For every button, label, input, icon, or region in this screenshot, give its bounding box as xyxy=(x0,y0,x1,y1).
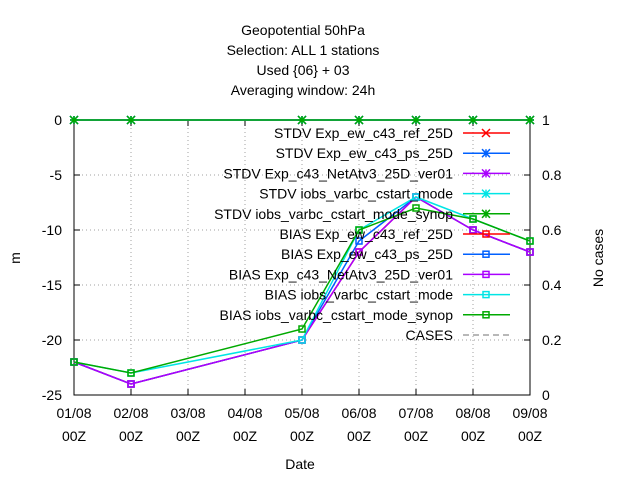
legend-label: BIAS Exp_ew_c43_ref_25D xyxy=(279,226,453,242)
data-point xyxy=(412,193,420,201)
data-point xyxy=(354,115,364,125)
data-point xyxy=(126,115,136,125)
x-tick-sublabel: 00Z xyxy=(404,428,429,444)
x-axis-label: Date xyxy=(285,456,315,472)
x-tick-sublabel: 00Z xyxy=(62,428,87,444)
y-axis-label: m xyxy=(7,252,23,264)
title-line-1: Geopotential 50hPa xyxy=(241,22,365,38)
title-line-3: Used {06} + 03 xyxy=(256,62,349,78)
data-point xyxy=(127,369,135,377)
data-point xyxy=(412,204,420,212)
data-point xyxy=(469,226,477,234)
data-point xyxy=(525,115,535,125)
legend-label: STDV Exp_ew_c43_ps_25D xyxy=(276,145,453,161)
x-tick-label: 05/08 xyxy=(284,405,319,421)
legend-swatch-marker xyxy=(482,250,490,258)
x-tick-sublabel: 00Z xyxy=(119,428,144,444)
legend-label: STDV Exp_ew_c43_ref_25D xyxy=(274,125,453,141)
x-tick-label: 06/08 xyxy=(341,405,376,421)
y2-tick-label: 0 xyxy=(542,387,550,403)
x-tick-label: 04/08 xyxy=(227,405,262,421)
title-line-2: Selection: ALL 1 stations xyxy=(227,42,380,58)
y-tick-label: -15 xyxy=(42,277,62,293)
data-point xyxy=(298,336,306,344)
series-layer xyxy=(69,115,535,388)
series-line xyxy=(73,196,531,385)
legend-label: STDV Exp_c43_NetAtv3_25D_ver01 xyxy=(223,165,453,181)
data-point xyxy=(411,115,421,125)
data-point xyxy=(526,248,534,256)
chart-title: Geopotential 50hPa Selection: ALL 1 stat… xyxy=(227,22,380,98)
data-point xyxy=(468,115,478,125)
legend-swatch-marker xyxy=(482,311,490,319)
x-tick-label: 01/08 xyxy=(56,405,91,421)
legend-label: CASES xyxy=(406,327,453,343)
title-line-4: Averaging window: 24h xyxy=(231,82,376,98)
legend-swatch-marker xyxy=(482,290,490,299)
y-tick-label: -25 xyxy=(42,387,62,403)
data-point xyxy=(70,358,78,366)
y-tick-label: -5 xyxy=(50,167,63,183)
legend-swatch-marker xyxy=(481,209,491,219)
series-9 xyxy=(70,204,534,377)
y-tick-label: -20 xyxy=(42,332,62,348)
x-tick-sublabel: 00Z xyxy=(176,428,201,444)
data-point xyxy=(127,380,135,388)
series-line xyxy=(73,207,531,374)
legend: STDV Exp_ew_c43_ref_25D STDV Exp_ew_c43_p… xyxy=(214,125,510,343)
legend-swatch-marker xyxy=(481,168,491,178)
legend-label: BIAS Exp_c43_NetAtv3_25D_ver01 xyxy=(229,266,453,282)
data-point xyxy=(297,115,307,125)
y2-tick-label: 0.4 xyxy=(542,277,562,293)
legend-label: BIAS iobs_varbc_cstart_mode_synop xyxy=(220,307,454,323)
data-point xyxy=(469,215,477,223)
y2-tick-label: 0.6 xyxy=(542,222,562,238)
data-point xyxy=(355,226,363,234)
x-tick-label: 09/08 xyxy=(512,405,547,421)
legend-swatch-marker xyxy=(481,128,491,138)
legend-swatch-marker xyxy=(481,148,491,158)
data-point xyxy=(355,248,363,256)
y2-tick-label: 0.8 xyxy=(542,167,562,183)
y2-tick-label: 0.2 xyxy=(542,332,562,348)
data-point xyxy=(355,237,363,245)
x-tick-sublabel: 00Z xyxy=(233,428,258,444)
legend-label: BIAS iobs_varbc_cstart_mode xyxy=(265,287,454,303)
y-tick-label: -10 xyxy=(42,222,62,238)
data-point xyxy=(526,237,534,245)
legend-swatch-marker xyxy=(482,270,490,279)
x-tick-sublabel: 00Z xyxy=(461,428,486,444)
x-tick-label: 07/08 xyxy=(398,405,433,421)
legend-label: STDV iobs_varbc_cstart_mode_synop xyxy=(214,206,453,222)
y-tick-label: 0 xyxy=(54,112,62,128)
x-tick-label: 02/08 xyxy=(113,405,148,421)
series-4 xyxy=(69,115,535,125)
data-point xyxy=(298,325,306,333)
y2-axis-label: No cases xyxy=(590,229,606,287)
x-tick-label: 08/08 xyxy=(455,405,490,421)
legend-swatch-marker xyxy=(482,230,490,238)
legend-label: BIAS Exp_ew_c43_ps_25D xyxy=(281,246,453,262)
x-tick-sublabel: 00Z xyxy=(518,428,543,444)
x-tick-label: 03/08 xyxy=(170,405,205,421)
legend-swatch-marker xyxy=(481,189,491,199)
x-tick-sublabel: 00Z xyxy=(290,428,315,444)
y2-tick-label: 1 xyxy=(542,112,550,128)
data-point xyxy=(69,115,79,125)
axes: 01/08 00Z 02/08 00Z 03/08 00Z 04/08 00Z 05/08 00Z… xyxy=(42,112,562,444)
x-tick-sublabel: 00Z xyxy=(347,428,372,444)
legend-label: STDV iobs_varbc_cstart_mode xyxy=(259,186,453,202)
